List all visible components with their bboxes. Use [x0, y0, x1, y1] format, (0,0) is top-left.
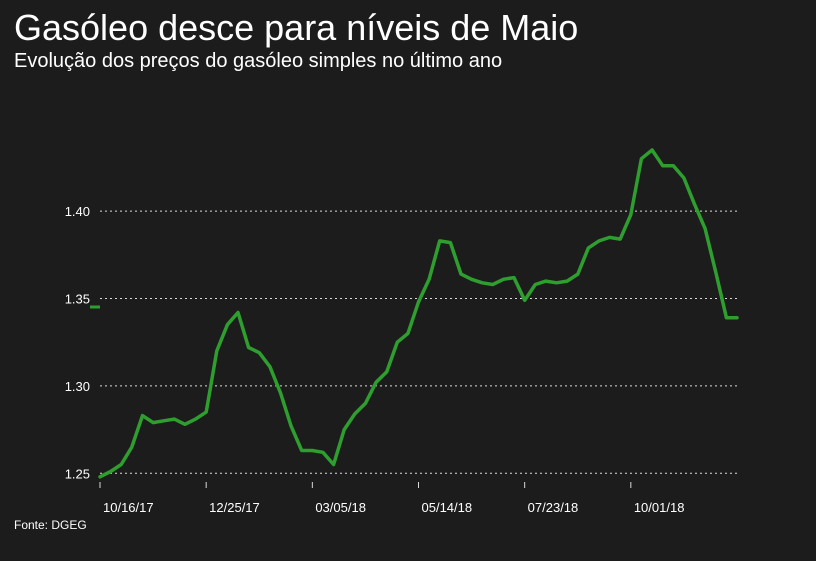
data-point: [427, 277, 431, 281]
data-point: [395, 340, 399, 344]
data-point: [236, 311, 240, 315]
data-point: [671, 164, 675, 168]
data-point: [438, 239, 442, 243]
data-point: [374, 380, 378, 384]
data-point: [172, 417, 176, 421]
data-point: [204, 410, 208, 414]
data-point: [618, 237, 622, 241]
data-point: [279, 391, 283, 395]
series-line: [98, 148, 739, 479]
data-point: [289, 424, 293, 428]
source-note: Fonte: DGEG: [14, 518, 87, 532]
data-point: [300, 449, 304, 453]
data-point: [225, 323, 229, 327]
y-tick-label: 1.30: [65, 379, 90, 394]
data-point: [523, 298, 527, 302]
x-tick-label: 03/05/18: [315, 500, 366, 515]
x-axis-ticks: 10/16/17 12/25/17 03/05/18 05/14/18 07/23/18…: [99, 482, 685, 515]
x-tick-label: 12/25/17: [209, 500, 260, 515]
data-point: [385, 370, 389, 374]
data-point: [555, 281, 559, 285]
data-point: [491, 283, 495, 287]
data-point: [151, 421, 155, 425]
x-tick-label: 05/14/18: [422, 500, 473, 515]
data-point: [724, 316, 728, 320]
x-tick-label: 10/16/17: [103, 500, 154, 515]
data-point: [470, 277, 474, 281]
data-point: [353, 412, 357, 416]
data-point: [703, 227, 707, 231]
data-point: [119, 463, 123, 467]
data-point: [533, 283, 537, 287]
data-point: [162, 419, 166, 423]
grid-lines: [100, 210, 737, 474]
y-tick-label: 1.25: [65, 466, 90, 481]
data-point: [650, 148, 654, 152]
data-point: [109, 470, 113, 474]
data-point: [544, 279, 548, 283]
data-point: [448, 241, 452, 245]
y-axis-ticks: 1.25 1.30 1.35 1.40: [65, 204, 90, 481]
data-point: [332, 463, 336, 467]
data-point: [565, 279, 569, 283]
data-point: [459, 272, 463, 276]
data-point: [682, 176, 686, 180]
data-point: [98, 475, 102, 479]
x-tick-label: 07/23/18: [528, 500, 579, 515]
data-point: [141, 414, 145, 418]
x-tick-label: 10/01/18: [634, 500, 685, 515]
chart-title: Gasóleo desce para níveis de Maio: [14, 7, 579, 48]
data-point: [512, 276, 516, 280]
data-point: [608, 235, 612, 239]
data-point: [639, 157, 643, 161]
data-point: [501, 277, 505, 281]
data-point: [310, 449, 314, 453]
data-point: [363, 401, 367, 405]
data-point: [597, 239, 601, 243]
chart-subtitle: Evolução dos preços do gasóleo simples n…: [14, 50, 503, 72]
data-point: [257, 351, 261, 355]
data-point: [629, 213, 633, 217]
data-point: [247, 346, 251, 350]
y-tick-label: 1.35: [65, 292, 90, 307]
data-point: [130, 445, 134, 449]
data-point: [693, 202, 697, 206]
data-point: [480, 281, 484, 285]
data-point: [586, 246, 590, 250]
data-point: [321, 450, 325, 454]
data-point: [215, 349, 219, 353]
data-point: [417, 300, 421, 304]
y-tick-label: 1.40: [65, 204, 90, 219]
data-point: [406, 332, 410, 336]
data-point: [576, 272, 580, 276]
data-point: [714, 270, 718, 274]
data-point: [735, 316, 739, 320]
data-point: [194, 417, 198, 421]
data-point: [268, 365, 272, 369]
data-point: [661, 164, 665, 168]
data-point: [183, 422, 187, 426]
data-point: [342, 428, 346, 432]
series-points: [98, 148, 739, 479]
